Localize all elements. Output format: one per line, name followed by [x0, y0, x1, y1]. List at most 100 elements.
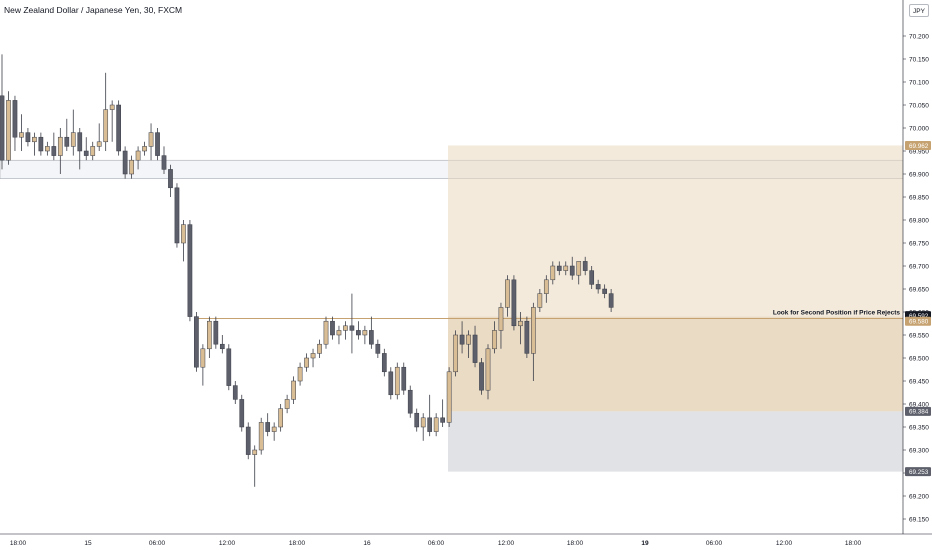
candle [239, 394, 245, 432]
y-tick-label: 70.100 [909, 79, 929, 86]
candle [375, 339, 381, 358]
candle-up [323, 320, 329, 345]
candle [369, 316, 374, 349]
candle [142, 141, 147, 156]
candle-down [77, 132, 83, 152]
candle-down [427, 417, 433, 432]
candle-down [116, 104, 121, 152]
x-tick-label: 16 [363, 540, 371, 547]
candle [219, 335, 225, 354]
candle [129, 155, 134, 179]
x-tick-label: 15 [84, 540, 92, 547]
candle-down [401, 366, 407, 391]
candle [401, 362, 407, 395]
candle [77, 128, 83, 170]
candle [174, 183, 180, 248]
price-tag [905, 140, 931, 150]
candle-up [537, 293, 543, 308]
candle-down [38, 136, 44, 152]
candle-up [518, 320, 523, 327]
candle [569, 256, 575, 280]
candle [32, 132, 37, 156]
candle-up [317, 343, 322, 354]
candle-up [57, 136, 63, 156]
candle-up [531, 307, 536, 354]
candle-down [226, 348, 232, 386]
candle-up [278, 408, 283, 428]
candle-down [582, 261, 588, 271]
candle [25, 128, 31, 147]
candle-up [109, 104, 115, 110]
candle-down [414, 412, 420, 428]
candle [427, 394, 433, 437]
x-tick-label: 12:00 [219, 540, 236, 547]
candle [446, 367, 452, 427]
candle-up [181, 224, 186, 244]
candle-up [343, 325, 348, 331]
candle-down [219, 343, 225, 350]
x-tick-label: 06:00 [149, 540, 166, 547]
y-tick-label: 69.550 [909, 332, 929, 339]
candle-up [563, 265, 569, 271]
candle-up [96, 141, 102, 147]
candle-down [479, 362, 484, 391]
candle-up [466, 334, 471, 345]
candle-up [271, 426, 277, 432]
candle [582, 256, 588, 276]
candle-up [304, 357, 309, 368]
candle-up [453, 334, 458, 373]
candle [563, 261, 569, 276]
y-tick-label: 69.800 [909, 217, 929, 224]
candle [135, 146, 141, 170]
candle-up [32, 136, 37, 143]
price-tag-label: 69.580 [909, 319, 929, 326]
candle [45, 141, 50, 156]
candle [12, 95, 18, 151]
candle [278, 404, 283, 432]
candle [466, 330, 471, 358]
y-tick-label: 69.300 [909, 447, 929, 454]
candle-up [291, 380, 296, 400]
candle-down [155, 132, 160, 156]
candle [343, 321, 348, 340]
candle [6, 91, 11, 165]
candle [258, 417, 264, 455]
annotation-label: Look for Second Position if Price Reject… [773, 309, 901, 316]
price-tag [905, 406, 931, 416]
candle-up [576, 261, 582, 276]
candle [518, 312, 523, 345]
candle-down [194, 316, 199, 368]
y-tick-label: 69.150 [909, 516, 929, 523]
candle-up [258, 422, 264, 451]
y-tick-label: 69.450 [909, 378, 929, 385]
y-tick-label: 69.400 [909, 401, 929, 408]
price-axis-bg [903, 0, 932, 550]
candle [96, 123, 102, 151]
candle [479, 358, 484, 395]
candle [109, 100, 115, 142]
candle-down [122, 150, 128, 175]
candle [64, 118, 70, 151]
candle-down [161, 155, 167, 170]
candle [265, 413, 271, 437]
candle [103, 72, 109, 151]
candle [550, 261, 556, 285]
candle-down [51, 146, 57, 156]
candle [304, 353, 309, 372]
candle [323, 316, 329, 349]
candle [317, 339, 322, 358]
candle-down [459, 334, 465, 345]
candle [330, 316, 335, 340]
candle [155, 128, 160, 161]
zone-target-zone [448, 145, 903, 317]
candle-up [394, 366, 400, 396]
candle [161, 146, 167, 174]
candle-up [420, 417, 426, 428]
x-tick-label: 18:00 [10, 540, 27, 547]
x-tick-label: 18:00 [289, 540, 306, 547]
candle-down [407, 389, 413, 414]
currency-button[interactable]: JPY [909, 4, 929, 17]
candle-down [330, 320, 335, 336]
